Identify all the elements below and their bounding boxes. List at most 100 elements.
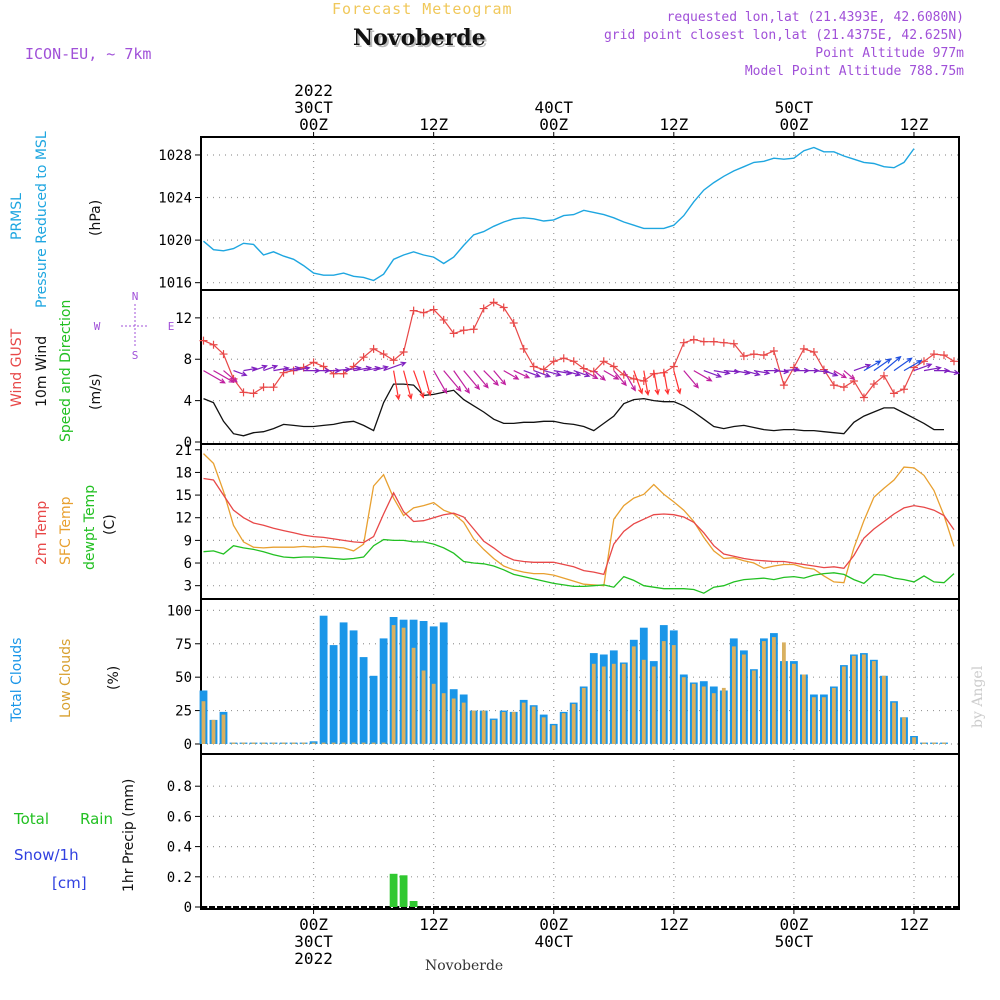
gust-marker <box>509 319 518 328</box>
total-cloud-bar <box>369 675 378 744</box>
low-cloud-bar <box>742 654 746 744</box>
wind-direction-arrow <box>383 361 407 372</box>
wind-direction-arrow <box>853 363 872 372</box>
y-tick-label: 0.8 <box>167 779 192 795</box>
low-cloud-bar <box>872 661 876 744</box>
top-time-label: 40CT <box>534 98 573 117</box>
low-cloud-bar <box>361 742 366 744</box>
y-tick-label: 50 <box>175 670 192 686</box>
precip-rain-label: Rain <box>80 810 113 828</box>
low-cloud-bar <box>301 742 306 744</box>
pressure-line <box>203 146 915 282</box>
wind-direction-arrow <box>943 369 960 376</box>
y-tick-label: 75 <box>175 637 192 653</box>
gust-marker <box>939 351 948 360</box>
y-tick-label: 12 <box>175 311 192 327</box>
y-tick-label: 1024 <box>158 191 192 207</box>
footer-station: Novoberde <box>425 958 504 974</box>
low-cloud-bar <box>351 742 356 744</box>
chart-subtitle: Forecast Meteogram <box>332 0 513 18</box>
low-cloud-bar <box>842 666 846 744</box>
gust-marker <box>709 337 718 346</box>
top-time-label: 50CT <box>775 98 814 117</box>
bottom-time-label: 12Z <box>659 915 688 934</box>
gust-marker <box>449 329 458 338</box>
y-tick-label: 0.4 <box>167 840 192 856</box>
wind-direction-arrow <box>493 370 507 386</box>
gust-marker <box>459 326 468 335</box>
total-cloud-bar <box>319 615 328 744</box>
wind-direction-arrow <box>673 370 682 395</box>
wind-direction-arrow <box>393 370 401 401</box>
gust-marker <box>489 298 498 307</box>
wind-direction-arrow <box>603 370 620 380</box>
rain-bar <box>389 873 398 907</box>
gust-marker <box>569 357 578 366</box>
low-cloud-bar <box>671 645 676 744</box>
dewpoint-line <box>203 538 955 594</box>
wind-direction-arrow <box>863 360 882 372</box>
wind-direction-arrow <box>513 370 531 379</box>
y-tick-label: 21 <box>175 443 192 459</box>
wind-direction-arrow <box>843 370 856 381</box>
y-tick-label: 0.6 <box>167 809 192 825</box>
low-cloud-bar <box>271 742 276 744</box>
total-cloud-bar <box>379 638 388 744</box>
wind-direction-arrow <box>633 370 644 395</box>
panel-frame <box>200 753 960 910</box>
y-tick-label: 8 <box>184 352 192 368</box>
wind-direction-arrow <box>473 370 489 389</box>
2m-temp-line <box>203 477 955 576</box>
low-cloud-bar <box>201 701 206 744</box>
gust-marker <box>809 348 818 356</box>
top-time-label: 00Z <box>539 115 568 134</box>
low-cloud-bar <box>431 683 436 744</box>
wind-direction-arrow <box>753 369 771 376</box>
low-cloud-bar <box>281 742 286 744</box>
y-tick-label: 0 <box>184 435 192 451</box>
gust-marker <box>399 348 408 356</box>
wind-direction-arrow <box>453 370 470 394</box>
y-tick-label: 100 <box>167 603 192 619</box>
bottom-time-label: 00Z <box>299 915 328 934</box>
wind-direction-arrow <box>623 370 636 392</box>
wind-direction-arrow <box>833 370 848 379</box>
gust-marker <box>549 357 558 366</box>
top-time-label: 12Z <box>900 115 929 134</box>
bottom-time-label: 00Z <box>539 915 568 934</box>
gust-marker <box>539 365 548 374</box>
gridpoint-coordinates: grid point closest lon,lat (21.4375E, 42… <box>603 28 964 43</box>
bottom-time-label: 40CT <box>534 932 573 951</box>
wind-direction-arrow <box>883 355 902 372</box>
top-time-label: 00Z <box>779 115 808 134</box>
gust-marker <box>749 350 758 359</box>
panel-frame <box>200 289 960 445</box>
model-point-altitude: Model Point Altitude 788.75m <box>744 64 964 79</box>
y-tick-label: 3 <box>184 579 192 595</box>
wind-direction-arrow <box>613 370 627 387</box>
low-cloud-bar <box>461 702 466 744</box>
low-cloud-bar <box>491 719 496 744</box>
low-cloud-bar <box>882 675 886 744</box>
gust-marker <box>209 340 218 349</box>
gust-marker <box>319 362 328 371</box>
low-cloud-bar <box>411 647 416 744</box>
low-cloud-bar <box>441 693 446 744</box>
gust-marker <box>529 362 538 371</box>
low-cloud-bar <box>291 742 296 744</box>
wind-direction-arrow <box>913 363 933 372</box>
low-cloud-bar <box>691 683 696 744</box>
low-cloud-bar <box>471 710 476 744</box>
low-cloud-bar <box>892 702 896 744</box>
low-cloud-bar <box>311 742 316 744</box>
low-cloud-bar <box>541 717 546 744</box>
low-cloud-bar <box>932 742 936 744</box>
gust-marker <box>579 364 588 373</box>
y-tick-label: 1028 <box>158 148 192 164</box>
low-cloud-bar <box>701 686 706 744</box>
wind-direction-arrow <box>253 364 268 372</box>
wind-direction-arrow <box>653 370 660 396</box>
top-time-label: 2022 <box>294 81 333 100</box>
low-cloud-bar <box>641 659 646 744</box>
